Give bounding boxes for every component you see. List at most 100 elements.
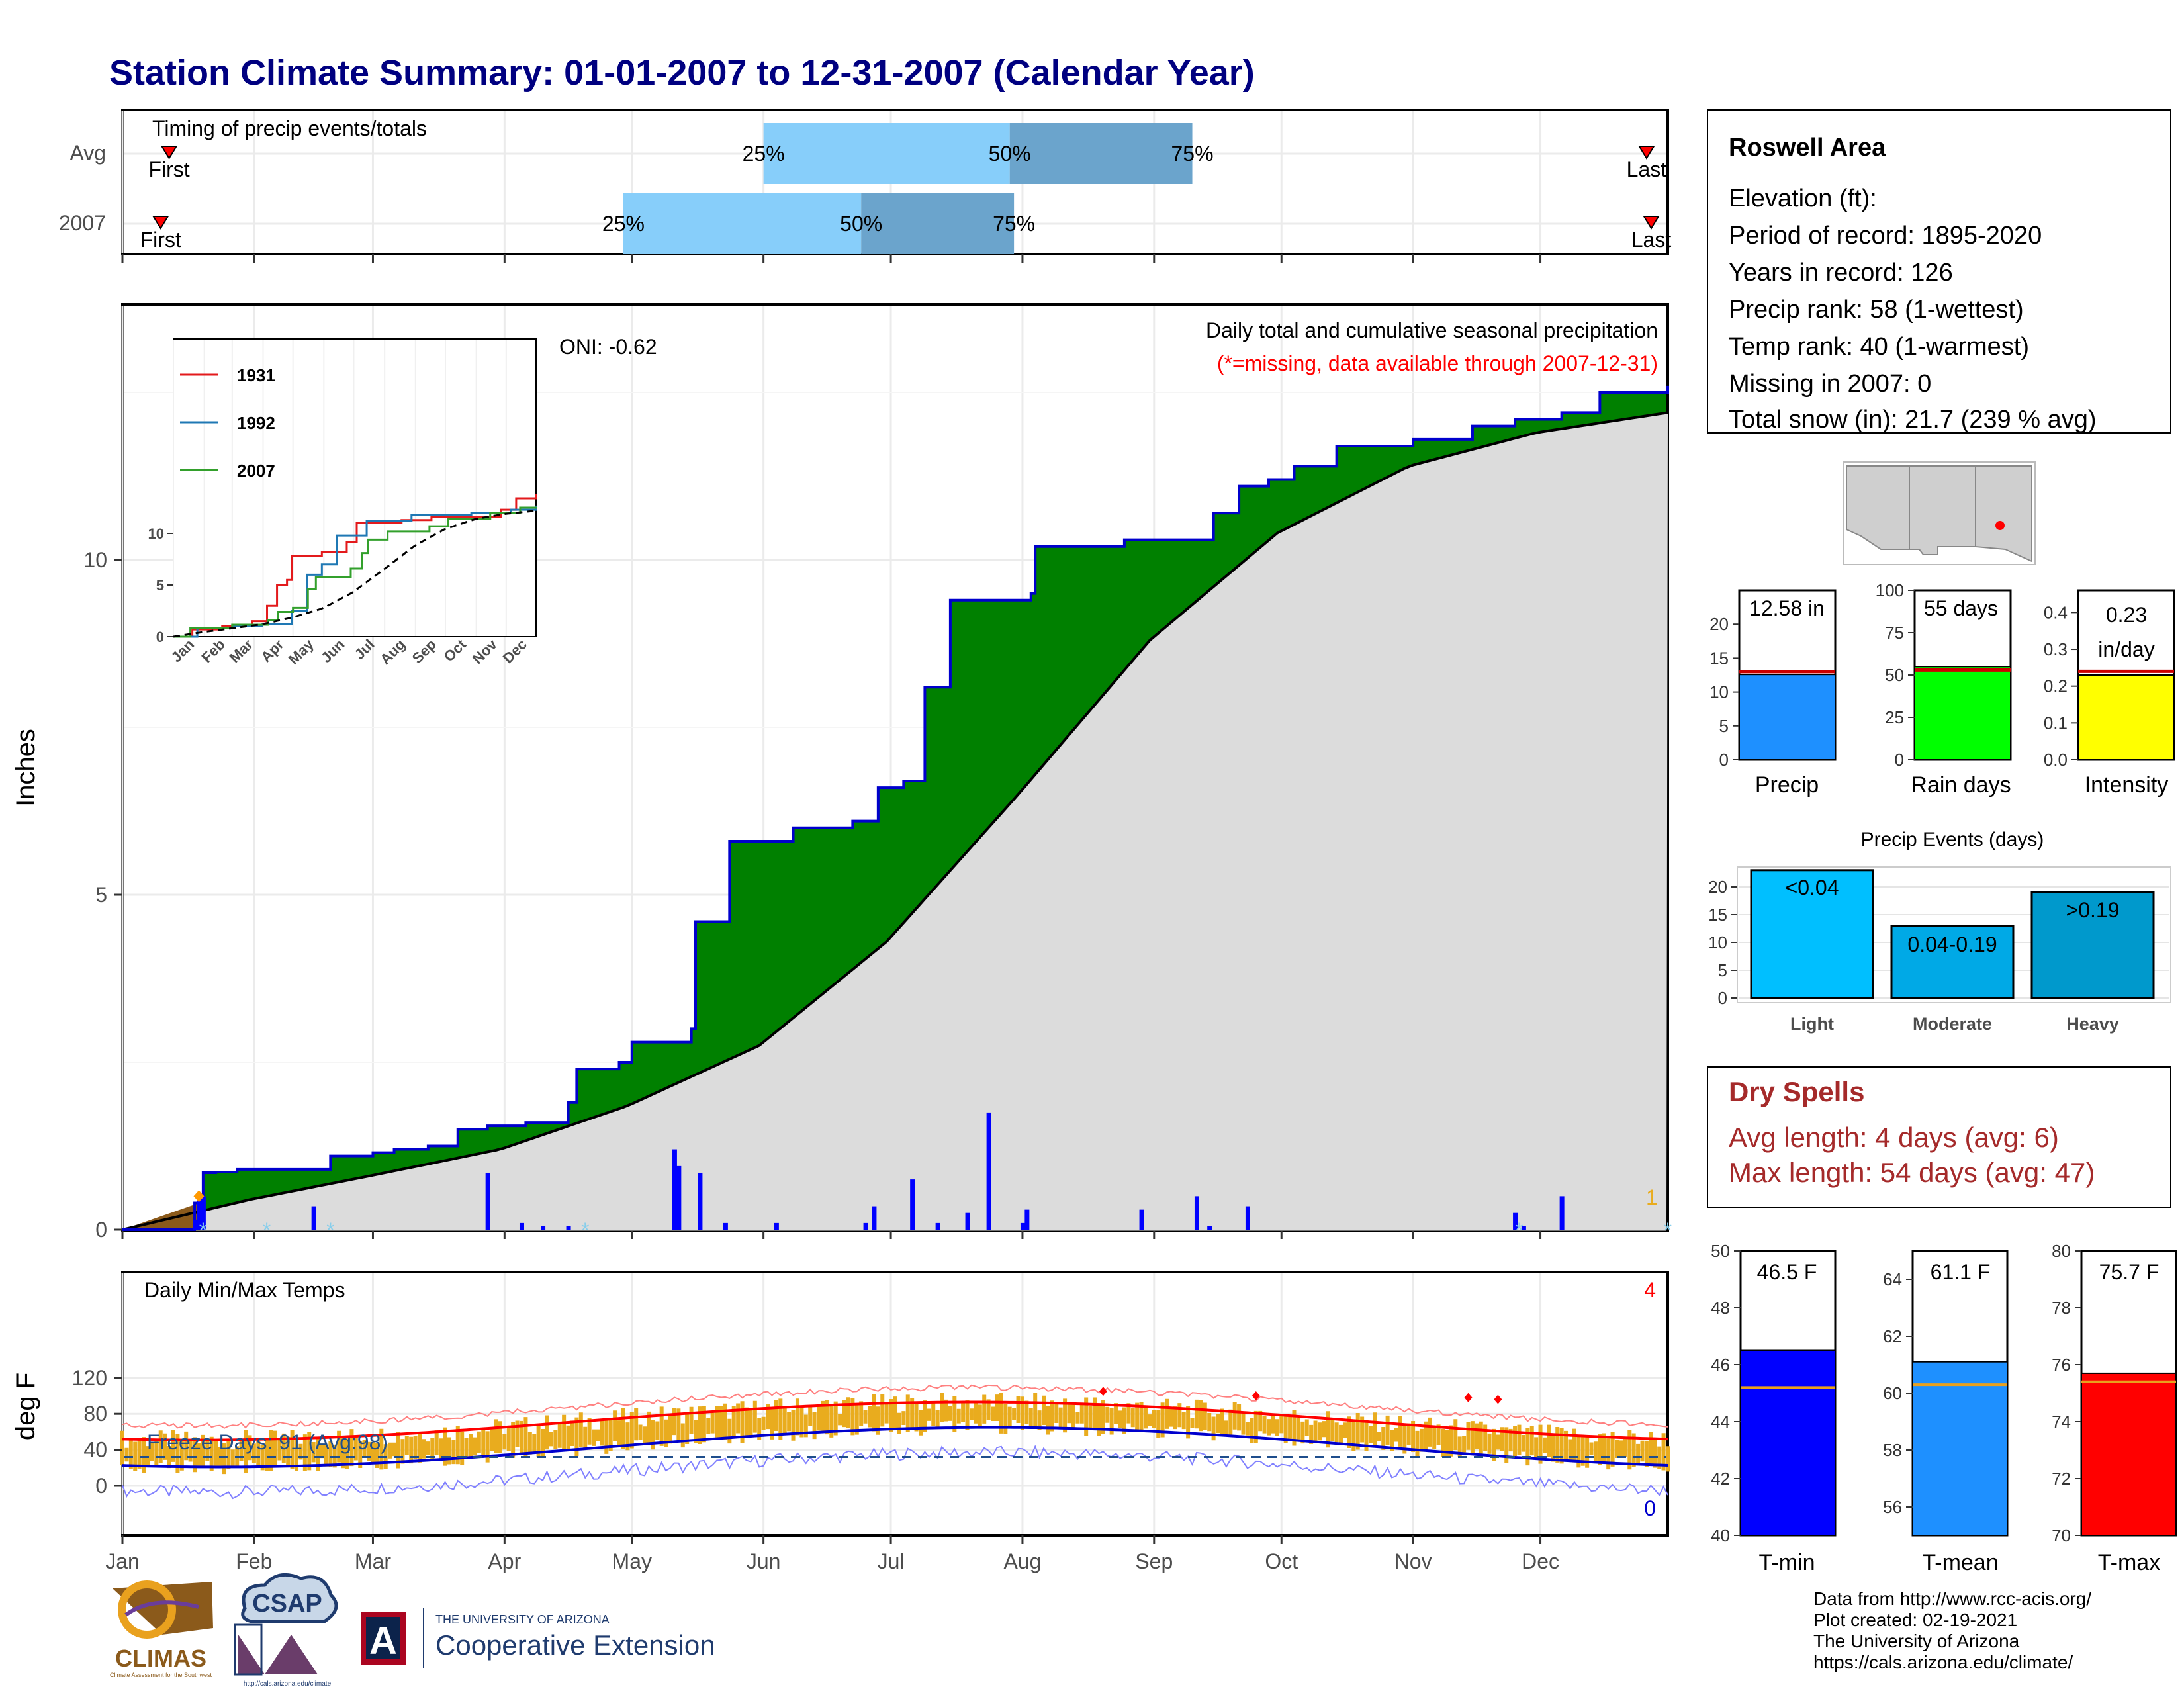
first-event-marker: [160, 146, 178, 160]
summary-bar-tick-label: 0.4: [2044, 602, 2068, 622]
station-line-snow: Total snow (in): 21.7 (239 % avg): [1729, 406, 2097, 434]
footer-line-data: Data from http://www.rcc-acis.org/: [1813, 1588, 2091, 1609]
daily-precip-bar: [1194, 1196, 1199, 1230]
station-line-missing: Missing in 2007: 0: [1729, 370, 1931, 398]
events-label-light: <0.04: [1786, 876, 1839, 899]
summary-intensity-unit: in/day: [2098, 637, 2154, 661]
events-ytick-label: 5: [1718, 960, 1727, 980]
events-label-heavy: >0.19: [2066, 898, 2120, 922]
dry-spells-avg: Avg length: 4 days (avg: 6): [1729, 1122, 2059, 1153]
inset-average-line: [173, 510, 537, 638]
summary-bar-fill: [2077, 674, 2175, 760]
temp-bar-tick-label: 44: [1711, 1412, 1730, 1432]
timing-row-2007: 2007: [59, 211, 106, 235]
csap-logo-url: http://cals.arizona.edu/climate: [244, 1680, 332, 1688]
timing-q50-label: 50%: [840, 212, 882, 236]
month-label: Dec: [1522, 1549, 1559, 1573]
inset-legend-1931: 1931: [237, 365, 275, 385]
summary-bar-tick-label: 0.1: [2044, 713, 2068, 733]
summary-intensity-value: 0.23: [2106, 603, 2147, 627]
freeze-days: Freeze Days: 91 (Avg:98): [147, 1430, 388, 1454]
station-location-marker: [1995, 521, 2005, 530]
ua-logo-main: Cooperative Extension: [435, 1629, 715, 1661]
summary-raindays-value: 55 days: [1924, 596, 1998, 620]
footer-line-university: The University of Arizona: [1813, 1631, 2020, 1651]
summary-bar-tick-label: 0.2: [2044, 676, 2068, 696]
summary-bar-tick-label: 0.0: [2044, 750, 2068, 770]
daily-precip-bar: [193, 1219, 198, 1230]
daily-precip-bar: [566, 1226, 571, 1230]
summary-bar-tick-label: 0: [1719, 750, 1729, 770]
record-high-marker: [1251, 1391, 1260, 1400]
tbar-tmax-label: T-max: [2098, 1550, 2160, 1575]
summary-bar-tick-label: 75: [1885, 623, 1904, 643]
footer-line-created: Plot created: 02-19-2021: [1813, 1610, 2017, 1630]
temp-bar-tick-label: 62: [1883, 1326, 1902, 1346]
temp-bar-fill: [1912, 1361, 2008, 1536]
temp-bar-tick-label: 50: [1711, 1241, 1730, 1261]
month-label: Jul: [878, 1549, 905, 1573]
daily-precip-bar: [863, 1222, 868, 1230]
daily-precip-bar: [1020, 1222, 1025, 1230]
snow-event-marker: [193, 1190, 205, 1203]
timing-bar-q25-q50: [763, 123, 1010, 184]
climas-logo: CLIMAS Climate Assessment for the Southw…: [110, 1580, 213, 1678]
month-label: Apr: [488, 1549, 521, 1573]
month-label: Jan: [105, 1549, 140, 1573]
inset-ytick-label: 10: [148, 526, 164, 542]
events-label-moderate: 0.04-0.19: [1907, 933, 1997, 956]
temp-bar-tick-label: 60: [1883, 1383, 1902, 1403]
ua-cooperative-extension-logo: A THE UNIVERSITY OF ARIZONA Cooperative …: [361, 1608, 715, 1668]
temp-ytick-label: 40: [83, 1438, 107, 1462]
events-ytick-label: 20: [1708, 877, 1727, 897]
temp-ytick-label: 120: [72, 1366, 107, 1390]
summary-precip-value: 12.58 in: [1749, 596, 1825, 620]
missing-data-marker: *: [199, 1218, 207, 1242]
temp-bar-fill: [2081, 1372, 2177, 1536]
temp-min-count: 0: [1644, 1496, 1656, 1520]
first-event-marker: [152, 216, 169, 230]
daily-precip-bar: [485, 1172, 490, 1230]
missing-data-marker: *: [1664, 1218, 1672, 1242]
timing-q25-label: 25%: [602, 212, 645, 236]
temp-bar-tick-label: 72: [2052, 1469, 2071, 1488]
month-label: Mar: [355, 1549, 391, 1573]
summary-bar-tick-label: 50: [1885, 665, 1904, 685]
timing-row-avg: Avg: [69, 141, 106, 165]
missing-data-marker: *: [1515, 1218, 1523, 1242]
summary-bar-tick-label: 0.3: [2044, 639, 2068, 659]
precip-events-chart: Precip Events (days) 0 5 10 15 20 Light Mode…: [1708, 829, 2171, 1034]
temp-bar-tick-label: 46: [1711, 1355, 1730, 1375]
cumulative-2007-line: [122, 385, 1669, 1231]
tbar-tmean-value: 61.1 F: [1931, 1260, 1991, 1284]
temp-bar-tick-label: 74: [2052, 1412, 2071, 1432]
precip-ytick-label: 5: [95, 883, 107, 907]
events-ytick-label: 15: [1708, 905, 1727, 925]
daily-precip-bar: [201, 1196, 206, 1230]
daily-precip-bar: [197, 1199, 202, 1230]
location-map: [1843, 461, 2036, 565]
events-bar: [1750, 869, 1874, 999]
daily-precip-bar: [774, 1222, 779, 1230]
precip-ytick-label: 0: [95, 1218, 107, 1242]
events-bar: [2030, 891, 2155, 999]
inset-ytick-label: 5: [156, 577, 164, 594]
month-label: Jun: [747, 1549, 781, 1573]
climas-logo-text: CLIMAS: [115, 1645, 206, 1672]
precip-subcaption: (*=missing, data available through 2007-…: [1217, 351, 1658, 375]
tbar-tmean-label: T-mean: [1922, 1550, 1998, 1575]
summary-bar-tick-label: 5: [1719, 716, 1729, 736]
first-event-label: First: [148, 158, 189, 181]
daily-precip-bar: [1207, 1226, 1212, 1230]
cumulative-average-line: [122, 411, 1668, 1231]
events-cat-heavy: Heavy: [2066, 1014, 2119, 1034]
daily-precip-bar: [311, 1206, 316, 1230]
precip-caption: Daily total and cumulative seasonal prec…: [1206, 318, 1658, 342]
station-line-precip-rank: Precip rank: 58 (1-wettest): [1729, 296, 2024, 324]
temp-bar-tick-label: 40: [1711, 1526, 1730, 1545]
daily-precip-bar: [1245, 1206, 1250, 1230]
month-label: Nov: [1394, 1549, 1432, 1573]
temp-bar-charts: 40 42 44 46 48 50 56 58 60 62 64 70 72 74 76 78 80: [1711, 1241, 2177, 1545]
